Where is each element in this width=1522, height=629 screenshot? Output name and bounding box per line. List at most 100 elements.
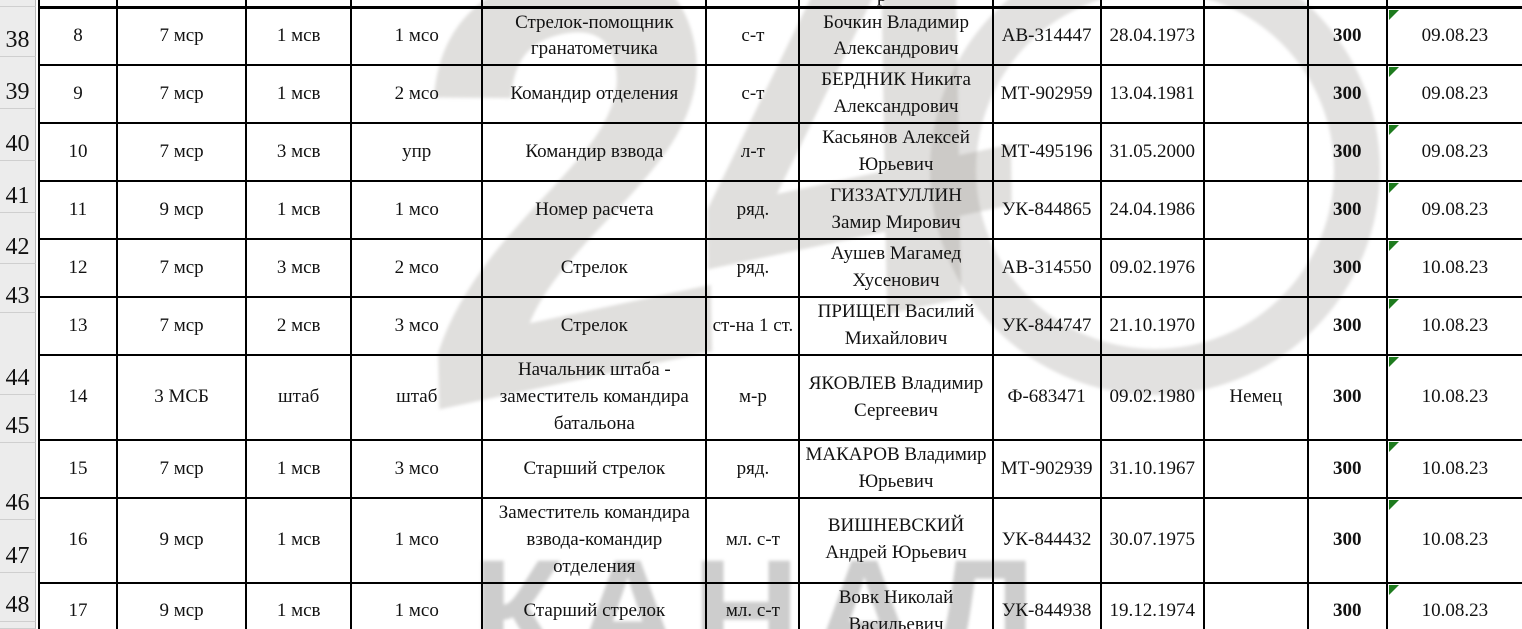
cell-dob[interactable]: 09.02.1976 [1099, 238, 1205, 299]
cell-date[interactable]: 09.08.23 [1385, 122, 1522, 183]
cell-doc[interactable]: Ф-683471 [991, 354, 1102, 442]
cell-rank[interactable]: с-т [705, 5, 801, 67]
cell-payment[interactable]: 300 [1306, 496, 1388, 584]
cell-date[interactable]: 10.08.23 [1385, 238, 1522, 299]
cell-rank[interactable]: м-р [705, 354, 801, 442]
cell-name[interactable]: Вовк Николай Васильевич [798, 581, 994, 629]
cell-num[interactable]: 9 [37, 64, 119, 125]
cell-date[interactable]: 10.08.23 [1385, 581, 1522, 629]
cell-platoon[interactable]: 2 мсв [245, 296, 353, 357]
cell-platoon[interactable]: 1 мсв [245, 180, 353, 241]
cell-position[interactable]: Стрелок-помощник гранатометчика [481, 5, 708, 67]
cell-dob[interactable]: 24.04.1986 [1099, 180, 1205, 241]
cell-name[interactable]: Бочкин Владимир Александрович [798, 5, 994, 67]
cell-doc[interactable]: УК-844865 [991, 180, 1102, 241]
cell-date[interactable]: 10.08.23 [1385, 354, 1522, 442]
cell-squad[interactable]: 2 мсо [350, 64, 484, 125]
cell-dob[interactable]: 31.05.2000 [1099, 122, 1205, 183]
cell-position-partial[interactable] [481, 0, 708, 9]
cell-note[interactable] [1202, 581, 1309, 629]
cell-platoon[interactable]: 1 мсв [245, 581, 353, 629]
cell-num[interactable]: 10 [37, 122, 119, 183]
row-header[interactable] [0, 622, 36, 629]
cell-rank[interactable]: ряд. [705, 180, 801, 241]
cell-rank-partial[interactable] [705, 0, 801, 9]
cell-rank[interactable]: л-т [705, 122, 801, 183]
cell-platoon-partial[interactable] [245, 0, 353, 9]
cell-date[interactable]: 10.08.23 [1385, 439, 1522, 499]
cell-squad[interactable]: 1 мсо [350, 5, 484, 67]
cell-company[interactable]: 7 мср [116, 238, 248, 299]
cell-name[interactable]: ПРИЩЕП Василий Михайлович [798, 296, 994, 357]
cell-doc[interactable]: АВ-314447 [991, 5, 1102, 67]
cell-doc[interactable]: МТ-902939 [991, 439, 1102, 499]
cell-name[interactable]: ВИШНЕВСКИЙ Андрей Юрьевич [798, 496, 994, 584]
cell-doc[interactable]: УК-844747 [991, 296, 1102, 357]
cell-date[interactable]: 10.08.23 [1385, 296, 1522, 357]
cell-squad[interactable]: 1 мсо [350, 496, 484, 584]
cell-note[interactable] [1202, 439, 1309, 499]
row-header[interactable]: 45 [0, 395, 36, 443]
cell-company[interactable]: 9 мср [116, 180, 248, 241]
cell-num[interactable]: 14 [37, 354, 119, 442]
cell-doc[interactable]: УК-844938 [991, 581, 1102, 629]
cell-note[interactable] [1202, 64, 1309, 125]
cell-rank[interactable]: ст-на 1 ст. [705, 296, 801, 357]
cell-doc[interactable]: МТ-902959 [991, 64, 1102, 125]
cell-platoon[interactable]: 3 мсв [245, 122, 353, 183]
cell-payment[interactable]: 300 [1306, 64, 1388, 125]
cell-doc-partial[interactable] [991, 0, 1102, 9]
row-header[interactable]: 40 [0, 109, 36, 161]
cell-rank[interactable]: мл. с-т [705, 581, 801, 629]
row-header[interactable]: 39 [0, 57, 36, 109]
cell-rank[interactable]: ряд. [705, 439, 801, 499]
cell-dob-partial[interactable] [1099, 0, 1205, 9]
cell-company[interactable]: 7 мср [116, 122, 248, 183]
cell-note[interactable]: Немец [1202, 354, 1309, 442]
row-header[interactable]: 48 [0, 573, 36, 622]
cell-num[interactable]: 17 [37, 581, 119, 629]
cell-payment[interactable]: 300 [1306, 122, 1388, 183]
cell-note[interactable] [1202, 5, 1309, 67]
row-header[interactable]: 43 [0, 264, 36, 313]
cell-company[interactable]: 9 мср [116, 496, 248, 584]
cell-num[interactable]: 16 [37, 496, 119, 584]
cell-platoon[interactable]: 1 мсв [245, 64, 353, 125]
cell-num[interactable]: 15 [37, 439, 119, 499]
cell-note[interactable] [1202, 122, 1309, 183]
cell-num[interactable]: 11 [37, 180, 119, 241]
cell-rank[interactable]: с-т [705, 64, 801, 125]
cell-payment[interactable]: 300 [1306, 354, 1388, 442]
cell-doc[interactable]: МТ-495196 [991, 122, 1102, 183]
cell-payment-partial[interactable] [1306, 0, 1388, 9]
cell-date-partial[interactable] [1385, 0, 1522, 9]
cell-num[interactable]: 13 [37, 296, 119, 357]
cell-position[interactable]: Заместитель командира взвода-командир от… [481, 496, 708, 584]
cell-squad-partial[interactable] [350, 0, 484, 9]
cell-company[interactable]: 3 МСБ [116, 354, 248, 442]
cell-dob[interactable]: 30.07.1975 [1099, 496, 1205, 584]
cell-name[interactable]: ГИЗЗАТУЛЛИН Замир Мирович [798, 180, 994, 241]
cell-company[interactable]: 7 мср [116, 439, 248, 499]
cell-note[interactable] [1202, 496, 1309, 584]
cell-squad[interactable]: 3 мсо [350, 296, 484, 357]
cell-note[interactable] [1202, 180, 1309, 241]
cell-dob[interactable]: 13.04.1981 [1099, 64, 1205, 125]
cell-date[interactable]: 10.08.23 [1385, 496, 1522, 584]
cell-platoon[interactable]: штаб [245, 354, 353, 442]
cell-date[interactable]: 09.08.23 [1385, 64, 1522, 125]
cell-platoon[interactable]: 1 мсв [245, 439, 353, 499]
cell-company-partial[interactable] [116, 0, 248, 9]
row-header[interactable] [0, 0, 36, 7]
cell-note-partial[interactable] [1202, 0, 1309, 9]
cell-company[interactable]: 7 мср [116, 5, 248, 67]
cell-doc[interactable]: УК-844432 [991, 496, 1102, 584]
cell-payment[interactable]: 300 [1306, 296, 1388, 357]
cell-name-partial[interactable]: р [798, 0, 994, 9]
cell-platoon[interactable]: 1 мсв [245, 496, 353, 584]
row-header[interactable]: 46 [0, 443, 36, 520]
cell-squad[interactable]: штаб [350, 354, 484, 442]
cell-position[interactable]: Командир взвода [481, 122, 708, 183]
cell-num[interactable]: 8 [37, 5, 119, 67]
cell-date[interactable]: 09.08.23 [1385, 5, 1522, 67]
